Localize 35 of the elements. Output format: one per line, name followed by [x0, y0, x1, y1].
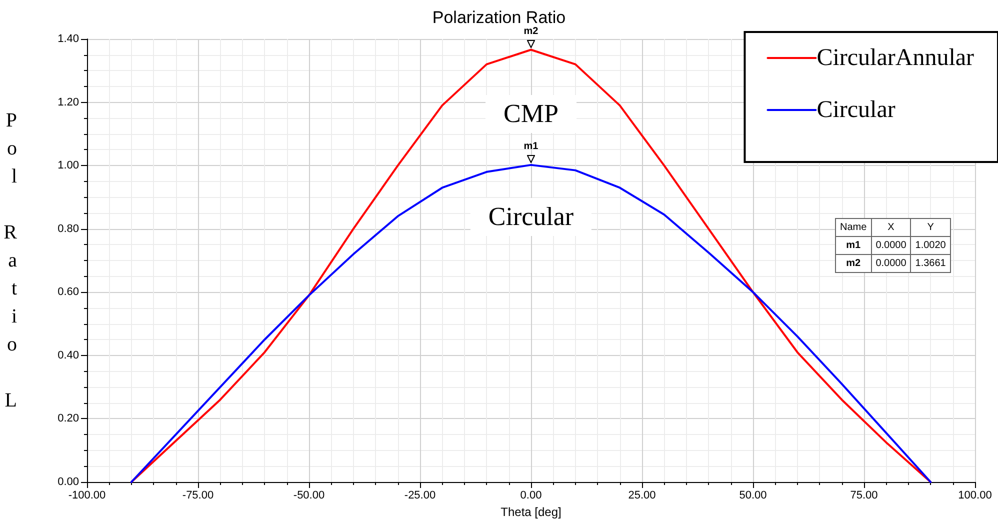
x-tick-label: 75.00: [850, 490, 878, 502]
annotation: m1: [836, 236, 872, 254]
x-tick-label: -25.00: [404, 490, 436, 502]
y-tick-label: 0.60: [58, 286, 79, 298]
x-tick-label: -50.00: [293, 490, 325, 502]
text: Pol Ratio L: [4, 110, 17, 412]
legend-label: Circular: [816, 97, 896, 123]
x-tick-label: 0.00: [520, 490, 542, 502]
annotation: X: [871, 218, 911, 236]
annotation: 1.0020: [910, 236, 950, 254]
annotation: 0.0000: [871, 254, 911, 272]
y-tick-label: 1.00: [58, 160, 79, 172]
y-tick-label: 1.20: [58, 96, 79, 108]
x-tick-label: -100.00: [68, 490, 106, 502]
annotation: 0.0000: [871, 236, 911, 254]
y-tick-label: 0.00: [58, 476, 79, 488]
annotation: Name: [836, 218, 872, 236]
annotation: m1: [524, 140, 538, 152]
x-tick-label: 100.00: [958, 490, 992, 502]
annotation: m2: [524, 26, 538, 37]
y-tick-label: 0.20: [58, 412, 79, 425]
y-tick-label: 0.80: [58, 222, 79, 235]
annotation: m2: [836, 254, 872, 272]
annotation: Circular: [470, 198, 592, 236]
y-tick-label: 1.40: [58, 33, 79, 45]
x-tick-label: -75.00: [182, 490, 214, 502]
chart-title: Polarization Ratio: [432, 8, 566, 27]
x-tick-label: 25.00: [628, 490, 656, 502]
legend-label: CircularAnnular: [816, 45, 974, 71]
annotation: Y: [910, 218, 950, 236]
x-axis-title: Theta [deg]: [500, 505, 562, 519]
y-tick-label: 0.40: [58, 349, 79, 362]
annotation: CMP: [486, 95, 576, 133]
x-tick-label: 50.00: [739, 490, 767, 502]
annotation: 1.3661: [910, 254, 950, 272]
